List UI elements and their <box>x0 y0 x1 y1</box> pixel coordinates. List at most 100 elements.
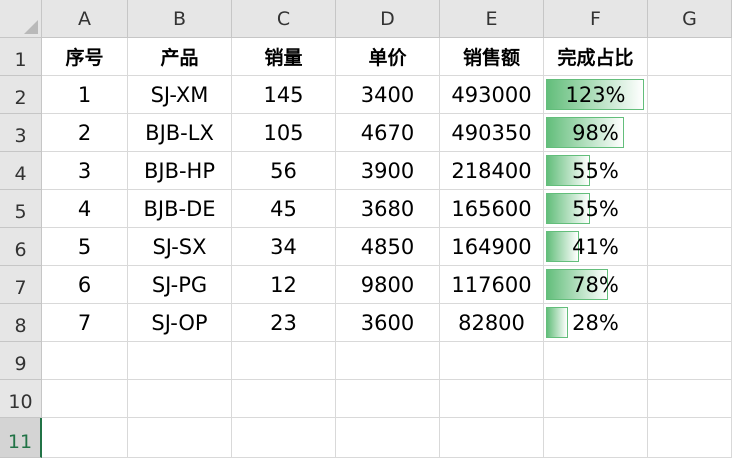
data-cell-pct[interactable]: 28% <box>544 304 648 342</box>
data-cell-product[interactable]: BJB-LX <box>128 114 232 152</box>
data-cell-no[interactable]: 6 <box>42 266 128 304</box>
data-cell-pct[interactable]: 55% <box>544 152 648 190</box>
data-cell-qty[interactable]: 12 <box>232 266 336 304</box>
data-cell-price[interactable]: 4850 <box>336 228 440 266</box>
data-cell-sales[interactable]: 218400 <box>440 152 544 190</box>
data-cell-product[interactable]: SJ-XM <box>128 76 232 114</box>
cell[interactable] <box>232 342 336 380</box>
data-cell-price[interactable]: 3900 <box>336 152 440 190</box>
select-all-corner[interactable] <box>0 0 42 38</box>
cell[interactable] <box>648 76 732 114</box>
data-cell-sales[interactable]: 164900 <box>440 228 544 266</box>
data-cell-sales[interactable]: 165600 <box>440 190 544 228</box>
data-cell-qty[interactable]: 105 <box>232 114 336 152</box>
cell[interactable] <box>336 342 440 380</box>
data-cell-product[interactable]: BJB-HP <box>128 152 232 190</box>
column-header-b[interactable]: B <box>128 0 232 38</box>
cell[interactable] <box>128 418 232 458</box>
cell[interactable] <box>232 418 336 458</box>
data-cell-sales[interactable]: 493000 <box>440 76 544 114</box>
cell[interactable] <box>336 380 440 418</box>
cell[interactable] <box>42 380 128 418</box>
data-cell-no[interactable]: 5 <box>42 228 128 266</box>
cell[interactable] <box>648 38 732 76</box>
cell[interactable] <box>42 418 128 458</box>
column-header-a[interactable]: A <box>42 0 128 38</box>
data-cell-sales[interactable]: 82800 <box>440 304 544 342</box>
cell[interactable] <box>544 380 648 418</box>
column-header-e[interactable]: E <box>440 0 544 38</box>
cell[interactable] <box>544 418 648 458</box>
row-header-4[interactable]: 4 <box>0 152 42 190</box>
row-header-9[interactable]: 9 <box>0 342 42 380</box>
cell-value: 9800 <box>360 272 415 297</box>
row-header-6[interactable]: 6 <box>0 228 42 266</box>
cell[interactable] <box>648 304 732 342</box>
data-cell-qty[interactable]: 34 <box>232 228 336 266</box>
column-header-d[interactable]: D <box>336 0 440 38</box>
data-cell-no[interactable]: 3 <box>42 152 128 190</box>
row-header-1[interactable]: 1 <box>0 38 42 76</box>
header-cell[interactable]: 销量 <box>232 38 336 76</box>
data-cell-qty[interactable]: 145 <box>232 76 336 114</box>
data-cell-no[interactable]: 1 <box>42 76 128 114</box>
row-header-5[interactable]: 5 <box>0 190 42 228</box>
cell[interactable] <box>128 342 232 380</box>
data-cell-price[interactable]: 9800 <box>336 266 440 304</box>
cell[interactable] <box>648 266 732 304</box>
cell[interactable] <box>648 342 732 380</box>
cell[interactable] <box>440 342 544 380</box>
data-cell-qty[interactable]: 45 <box>232 190 336 228</box>
data-cell-sales[interactable]: 117600 <box>440 266 544 304</box>
data-cell-product[interactable]: SJ-OP <box>128 304 232 342</box>
cell[interactable] <box>440 418 544 458</box>
column-header-g[interactable]: G <box>648 0 732 38</box>
data-cell-pct[interactable]: 41% <box>544 228 648 266</box>
cell[interactable] <box>648 228 732 266</box>
data-cell-no[interactable]: 2 <box>42 114 128 152</box>
cell-value: 1 <box>77 82 92 107</box>
header-cell[interactable]: 序号 <box>42 38 128 76</box>
cell[interactable] <box>42 342 128 380</box>
cell[interactable] <box>128 380 232 418</box>
row-header-2[interactable]: 2 <box>0 76 42 114</box>
data-cell-price[interactable]: 4670 <box>336 114 440 152</box>
cell[interactable] <box>232 380 336 418</box>
cell[interactable] <box>648 190 732 228</box>
column-header-c[interactable]: C <box>232 0 336 38</box>
row-header-7[interactable]: 7 <box>0 266 42 304</box>
data-cell-price[interactable]: 3400 <box>336 76 440 114</box>
data-cell-no[interactable]: 7 <box>42 304 128 342</box>
data-cell-sales[interactable]: 490350 <box>440 114 544 152</box>
cell[interactable] <box>648 152 732 190</box>
header-cell[interactable]: 销售额 <box>440 38 544 76</box>
data-cell-product[interactable]: BJB-DE <box>128 190 232 228</box>
row-header-10[interactable]: 10 <box>0 380 42 418</box>
cell[interactable] <box>648 418 732 458</box>
data-cell-price[interactable]: 3680 <box>336 190 440 228</box>
data-cell-pct[interactable]: 78% <box>544 266 648 304</box>
cell[interactable] <box>648 114 732 152</box>
data-cell-price[interactable]: 3600 <box>336 304 440 342</box>
data-cell-product[interactable]: SJ-PG <box>128 266 232 304</box>
row-header-8[interactable]: 8 <box>0 304 42 342</box>
data-cell-product[interactable]: SJ-SX <box>128 228 232 266</box>
row-header-3[interactable]: 3 <box>0 114 42 152</box>
header-cell[interactable]: 产品 <box>128 38 232 76</box>
header-cell[interactable]: 单价 <box>336 38 440 76</box>
cell[interactable] <box>544 342 648 380</box>
data-cell-pct[interactable]: 123% <box>544 76 648 114</box>
column-header-f[interactable]: F <box>544 0 648 38</box>
data-cell-pct[interactable]: 55% <box>544 190 648 228</box>
row-header-11[interactable]: 11 <box>0 418 42 458</box>
cell[interactable] <box>336 418 440 458</box>
header-cell[interactable]: 完成占比 <box>544 38 648 76</box>
cell-value: 28% <box>572 310 619 335</box>
data-cell-no[interactable]: 4 <box>42 190 128 228</box>
data-cell-qty[interactable]: 23 <box>232 304 336 342</box>
cell[interactable] <box>648 380 732 418</box>
cell-value: 105 <box>263 120 304 145</box>
cell[interactable] <box>440 380 544 418</box>
data-cell-qty[interactable]: 56 <box>232 152 336 190</box>
data-cell-pct[interactable]: 98% <box>544 114 648 152</box>
